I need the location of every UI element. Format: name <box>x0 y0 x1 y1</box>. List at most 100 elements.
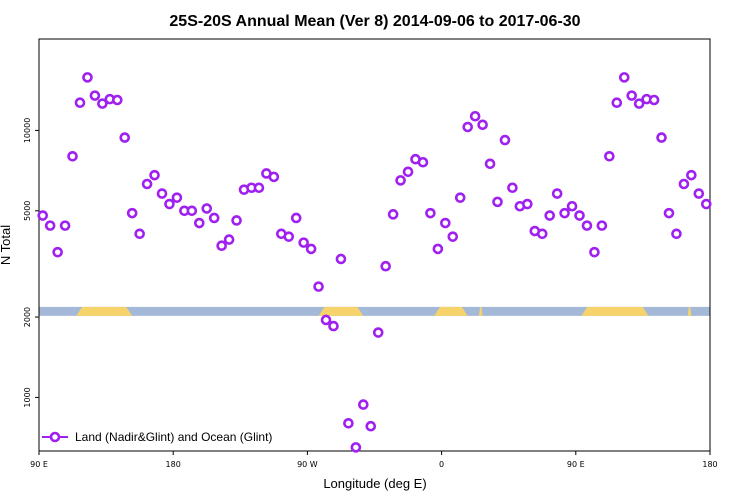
data-point <box>551 188 563 199</box>
data-point <box>544 210 556 221</box>
data-point <box>290 212 302 224</box>
data-point <box>335 253 347 265</box>
data-point <box>477 119 488 131</box>
data-point <box>604 151 615 162</box>
data-point <box>581 220 593 231</box>
x-axis: 90 E 180 90 W 0 90 E 180 <box>30 451 718 469</box>
land-region <box>76 306 133 316</box>
ocean-band <box>39 306 710 316</box>
land-regions <box>76 306 692 316</box>
data-point <box>522 198 533 210</box>
data-point <box>164 198 175 210</box>
data-point <box>492 196 503 208</box>
data-point <box>201 203 213 214</box>
x-tick-label: 90 W <box>297 460 318 469</box>
data-point <box>313 281 324 292</box>
x-tick-label: 90 E <box>30 460 48 469</box>
data-point <box>343 417 354 429</box>
data-point <box>156 188 168 199</box>
data-point <box>358 399 369 410</box>
land-region <box>478 306 483 316</box>
data-point <box>380 260 391 272</box>
data-point <box>574 210 585 221</box>
data-point <box>216 240 227 252</box>
data-point <box>395 175 406 186</box>
data-point <box>126 207 138 219</box>
data-point <box>305 243 317 255</box>
x-tick-label: 90 E <box>567 460 585 469</box>
data-point <box>387 209 399 220</box>
data-point <box>432 243 444 255</box>
data-point <box>596 220 608 231</box>
data-point <box>44 220 56 231</box>
data-point <box>618 72 630 83</box>
data-point <box>119 132 131 143</box>
data-point <box>566 200 578 212</box>
data-point <box>350 442 362 453</box>
data-point <box>648 94 660 106</box>
data-point <box>507 182 518 194</box>
data-point <box>425 207 436 219</box>
data-point <box>149 169 160 181</box>
data-point <box>462 121 473 133</box>
data-point <box>402 166 414 178</box>
data-point <box>589 246 600 258</box>
data-point <box>186 205 198 217</box>
y-tick-label: 2000 <box>23 307 32 327</box>
data-point <box>372 327 384 338</box>
data-point <box>283 231 295 242</box>
data-points <box>37 72 712 453</box>
data-point <box>231 215 242 226</box>
data-point <box>454 192 466 203</box>
data-point <box>499 134 511 146</box>
data-point <box>626 90 638 101</box>
legend: Land (Nadir&Glint) and Ocean (Glint) <box>42 430 272 444</box>
x-tick-label: 180 <box>166 460 181 469</box>
data-point <box>208 212 220 224</box>
data-point <box>700 198 712 210</box>
data-point <box>111 94 123 106</box>
data-point <box>440 217 451 229</box>
data-point <box>134 228 145 240</box>
data-point <box>268 171 280 183</box>
data-point <box>671 228 682 240</box>
land-region <box>687 306 692 316</box>
data-point <box>365 420 377 432</box>
data-point <box>141 178 153 190</box>
data-point <box>97 98 108 109</box>
y-tick-label: 5000 <box>23 201 32 221</box>
data-point <box>171 192 183 203</box>
y-tick-label: 1000 <box>23 387 32 407</box>
data-point <box>656 132 667 143</box>
data-point <box>633 98 645 109</box>
data-point <box>82 72 93 83</box>
data-point <box>447 231 459 242</box>
chart-title: 25S-20S Annual Mean (Ver 8) 2014-09-06 t… <box>169 13 580 30</box>
ocean-band-rect <box>39 306 710 316</box>
data-point <box>52 246 63 258</box>
data-point <box>253 182 265 194</box>
data-point <box>298 237 309 248</box>
x-tick-label: 0 <box>439 460 444 469</box>
data-point <box>328 320 339 332</box>
legend-label: Land (Nadir&Glint) and Ocean (Glint) <box>75 430 272 444</box>
data-point <box>469 110 481 122</box>
data-point <box>74 97 86 109</box>
data-point <box>320 314 332 326</box>
data-point <box>89 90 101 101</box>
data-point <box>693 188 705 199</box>
data-point <box>559 207 570 219</box>
data-point <box>223 234 235 245</box>
legend-marker <box>49 431 61 443</box>
land-region <box>581 306 649 316</box>
x-axis-label: Longitude (deg E) <box>323 476 426 491</box>
y-tick-label: 10000 <box>23 118 32 143</box>
x-tick-label: 180 <box>702 460 717 469</box>
y-axis: 1000 2000 5000 10000 <box>23 118 39 408</box>
land-region <box>318 306 364 316</box>
data-point <box>417 156 429 168</box>
data-point <box>37 210 49 221</box>
land-ocean-bar <box>39 306 710 316</box>
data-point <box>59 220 71 231</box>
